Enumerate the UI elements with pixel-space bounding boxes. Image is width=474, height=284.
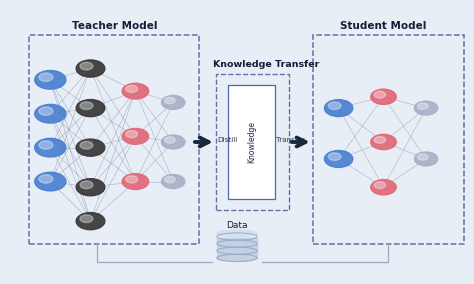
Circle shape: [35, 70, 66, 89]
Text: Distill: Distill: [217, 137, 237, 143]
Circle shape: [374, 182, 386, 189]
Text: Student Model: Student Model: [340, 21, 426, 31]
Bar: [217, 245, 257, 251]
Ellipse shape: [217, 230, 257, 237]
Text: Knowledge: Knowledge: [247, 121, 256, 163]
Circle shape: [35, 138, 66, 157]
Circle shape: [371, 89, 396, 105]
Bar: [217, 238, 257, 244]
Text: Transfer: Transfer: [276, 137, 305, 143]
Text: Data: Data: [226, 221, 248, 230]
Circle shape: [414, 152, 438, 166]
Circle shape: [126, 131, 137, 138]
Circle shape: [76, 60, 105, 77]
Circle shape: [371, 179, 396, 195]
Ellipse shape: [217, 254, 257, 262]
Circle shape: [126, 85, 137, 93]
Circle shape: [374, 91, 386, 98]
Circle shape: [122, 83, 149, 99]
Circle shape: [164, 176, 175, 183]
Circle shape: [328, 153, 341, 160]
Text: Knowledge Transfer: Knowledge Transfer: [213, 60, 320, 69]
Circle shape: [39, 107, 53, 115]
Circle shape: [418, 103, 428, 109]
Circle shape: [374, 136, 386, 143]
Circle shape: [76, 212, 105, 230]
Circle shape: [80, 181, 93, 189]
Circle shape: [328, 102, 341, 110]
Circle shape: [39, 73, 53, 82]
FancyBboxPatch shape: [228, 85, 275, 199]
Circle shape: [76, 99, 105, 117]
Circle shape: [80, 141, 93, 149]
Circle shape: [39, 175, 53, 183]
Circle shape: [122, 128, 149, 144]
Circle shape: [162, 175, 185, 189]
Circle shape: [164, 97, 175, 104]
Ellipse shape: [217, 247, 257, 254]
Circle shape: [80, 102, 93, 110]
Circle shape: [371, 134, 396, 150]
Circle shape: [126, 176, 137, 183]
Circle shape: [80, 62, 93, 70]
Circle shape: [324, 100, 353, 116]
Circle shape: [414, 101, 438, 115]
Circle shape: [162, 135, 185, 149]
Circle shape: [324, 151, 353, 168]
Circle shape: [80, 215, 93, 223]
Text: Teacher Model: Teacher Model: [72, 21, 157, 31]
Circle shape: [76, 179, 105, 196]
Circle shape: [418, 154, 428, 160]
Circle shape: [76, 139, 105, 156]
Circle shape: [35, 172, 66, 191]
Circle shape: [39, 141, 53, 149]
Ellipse shape: [217, 240, 257, 247]
Circle shape: [164, 137, 175, 143]
Circle shape: [35, 105, 66, 123]
Circle shape: [162, 95, 185, 109]
Circle shape: [122, 174, 149, 189]
Bar: [217, 252, 257, 258]
